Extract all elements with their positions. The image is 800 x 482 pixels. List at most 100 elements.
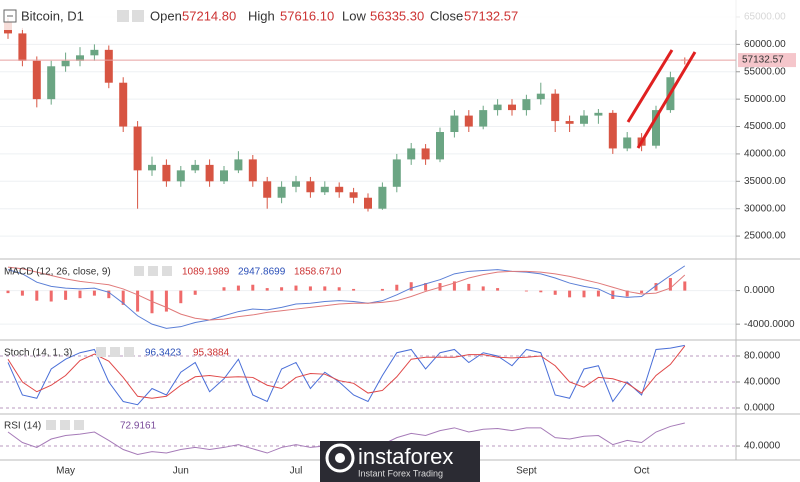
- icon[interactable]: [110, 347, 120, 357]
- histogram-bar: [92, 290, 96, 296]
- candle-body: [364, 197, 372, 209]
- candle-body: [220, 170, 228, 182]
- y-tick-label: 40000.00: [744, 149, 786, 160]
- histogram-bar: [236, 285, 240, 291]
- ohlc-name: High: [248, 8, 275, 23]
- watermark-logo: [335, 453, 345, 463]
- candle-body: [450, 115, 459, 133]
- y-tick-label: 25000.00: [744, 231, 786, 242]
- y-tick-label: 80.0000: [744, 351, 781, 362]
- watermark-name: instaforex: [358, 444, 453, 469]
- candle-body: [392, 159, 401, 187]
- candle-body: [508, 104, 516, 111]
- candle-body: [148, 164, 156, 171]
- watermark-tagline: Instant Forex Trading: [358, 468, 443, 478]
- histogram-bar: [568, 290, 572, 298]
- ohlc-value: 57132.57: [464, 8, 518, 23]
- candle-body: [191, 164, 200, 171]
- panel-title: RSI (14): [4, 421, 41, 432]
- candle-body: [306, 181, 315, 193]
- candle-body: [479, 110, 488, 127]
- histogram-bar: [539, 290, 543, 293]
- y-tick-label: 55000.00: [744, 66, 786, 77]
- x-tick-label: Oct: [634, 466, 650, 477]
- y-tick-label: 45000.00: [744, 121, 786, 132]
- histogram-bar: [265, 288, 269, 291]
- candle-body: [76, 55, 84, 61]
- histogram-bar: [6, 290, 10, 294]
- histogram-bar: [323, 286, 327, 291]
- candle-body: [493, 104, 502, 111]
- icon[interactable]: [132, 10, 144, 22]
- histogram-bar: [496, 288, 500, 291]
- ohlc-value: 57616.10: [280, 8, 334, 23]
- candle-body: [248, 159, 257, 182]
- candle-body: [407, 148, 416, 160]
- watermark-logo: [325, 443, 355, 473]
- candle-body: [335, 186, 344, 193]
- trend-line: [636, 51, 697, 149]
- candle-body: [320, 186, 329, 193]
- histogram-bar: [395, 284, 399, 291]
- candle-body: [594, 112, 603, 116]
- ohlc-value: 56335.30: [370, 8, 424, 23]
- histogram-bar: [337, 287, 341, 291]
- histogram-bar: [222, 287, 226, 291]
- last-price-label: 57132.57: [742, 55, 784, 66]
- ohlc-name: Low: [342, 8, 366, 23]
- histogram-bar: [64, 290, 68, 300]
- ohlc-name: Open: [150, 8, 182, 23]
- histogram-bar: [481, 286, 485, 291]
- histogram-bar: [668, 278, 672, 291]
- icon[interactable]: [46, 420, 56, 430]
- plot-layer: [0, 18, 736, 455]
- series-line: [7, 344, 685, 406]
- candle-body: [580, 115, 588, 124]
- candle-body: [608, 112, 617, 149]
- y-tick-label: 40.0000: [744, 377, 781, 388]
- legend-value: 72.9161: [120, 421, 157, 432]
- x-tick-label: Jul: [290, 466, 303, 477]
- candle-body: [205, 164, 214, 182]
- last-price-box: [738, 53, 796, 68]
- candle-body: [61, 60, 70, 67]
- label-layer: 25000.00 30000.00 35000.00 40000.00 45000.00…: [56, 12, 796, 477]
- y-tick-label: 0.0000: [744, 403, 775, 414]
- candle-body: [47, 66, 56, 100]
- histogram-bar: [553, 290, 557, 295]
- x-tick-label: May: [56, 466, 75, 477]
- collapse-icon[interactable]: [3, 9, 17, 23]
- icon[interactable]: [148, 266, 158, 276]
- candle-body: [104, 49, 113, 83]
- candle-body: [565, 121, 574, 124]
- candle-body: [349, 192, 358, 198]
- candle-body: [464, 115, 473, 127]
- legend-value: 96.3423: [145, 348, 182, 359]
- y-tick-label: -4000.0000: [744, 319, 795, 330]
- legend-value: 95.3884: [193, 348, 230, 359]
- histogram-bar: [179, 290, 183, 304]
- histogram-bar: [625, 290, 629, 297]
- icon[interactable]: [74, 420, 84, 430]
- candle-body: [176, 170, 185, 182]
- icon[interactable]: [124, 347, 134, 357]
- candle-body: [551, 93, 560, 122]
- candle-body: [623, 137, 632, 149]
- icon[interactable]: [60, 420, 70, 430]
- panel-title: MACD (12, 26, close, 9): [4, 267, 111, 278]
- candle-body: [536, 93, 545, 100]
- icon[interactable]: [134, 266, 144, 276]
- candle-body: [162, 164, 171, 182]
- histogram-bar: [640, 290, 644, 294]
- candle-body: [522, 99, 531, 111]
- chart-title: Bitcoin, D1: [21, 8, 84, 23]
- icon[interactable]: [117, 10, 129, 22]
- x-tick-label: Sept: [516, 466, 537, 477]
- histogram-bar: [164, 290, 168, 312]
- candle-body: [277, 186, 286, 198]
- icon[interactable]: [162, 266, 172, 276]
- icon[interactable]: [96, 347, 106, 357]
